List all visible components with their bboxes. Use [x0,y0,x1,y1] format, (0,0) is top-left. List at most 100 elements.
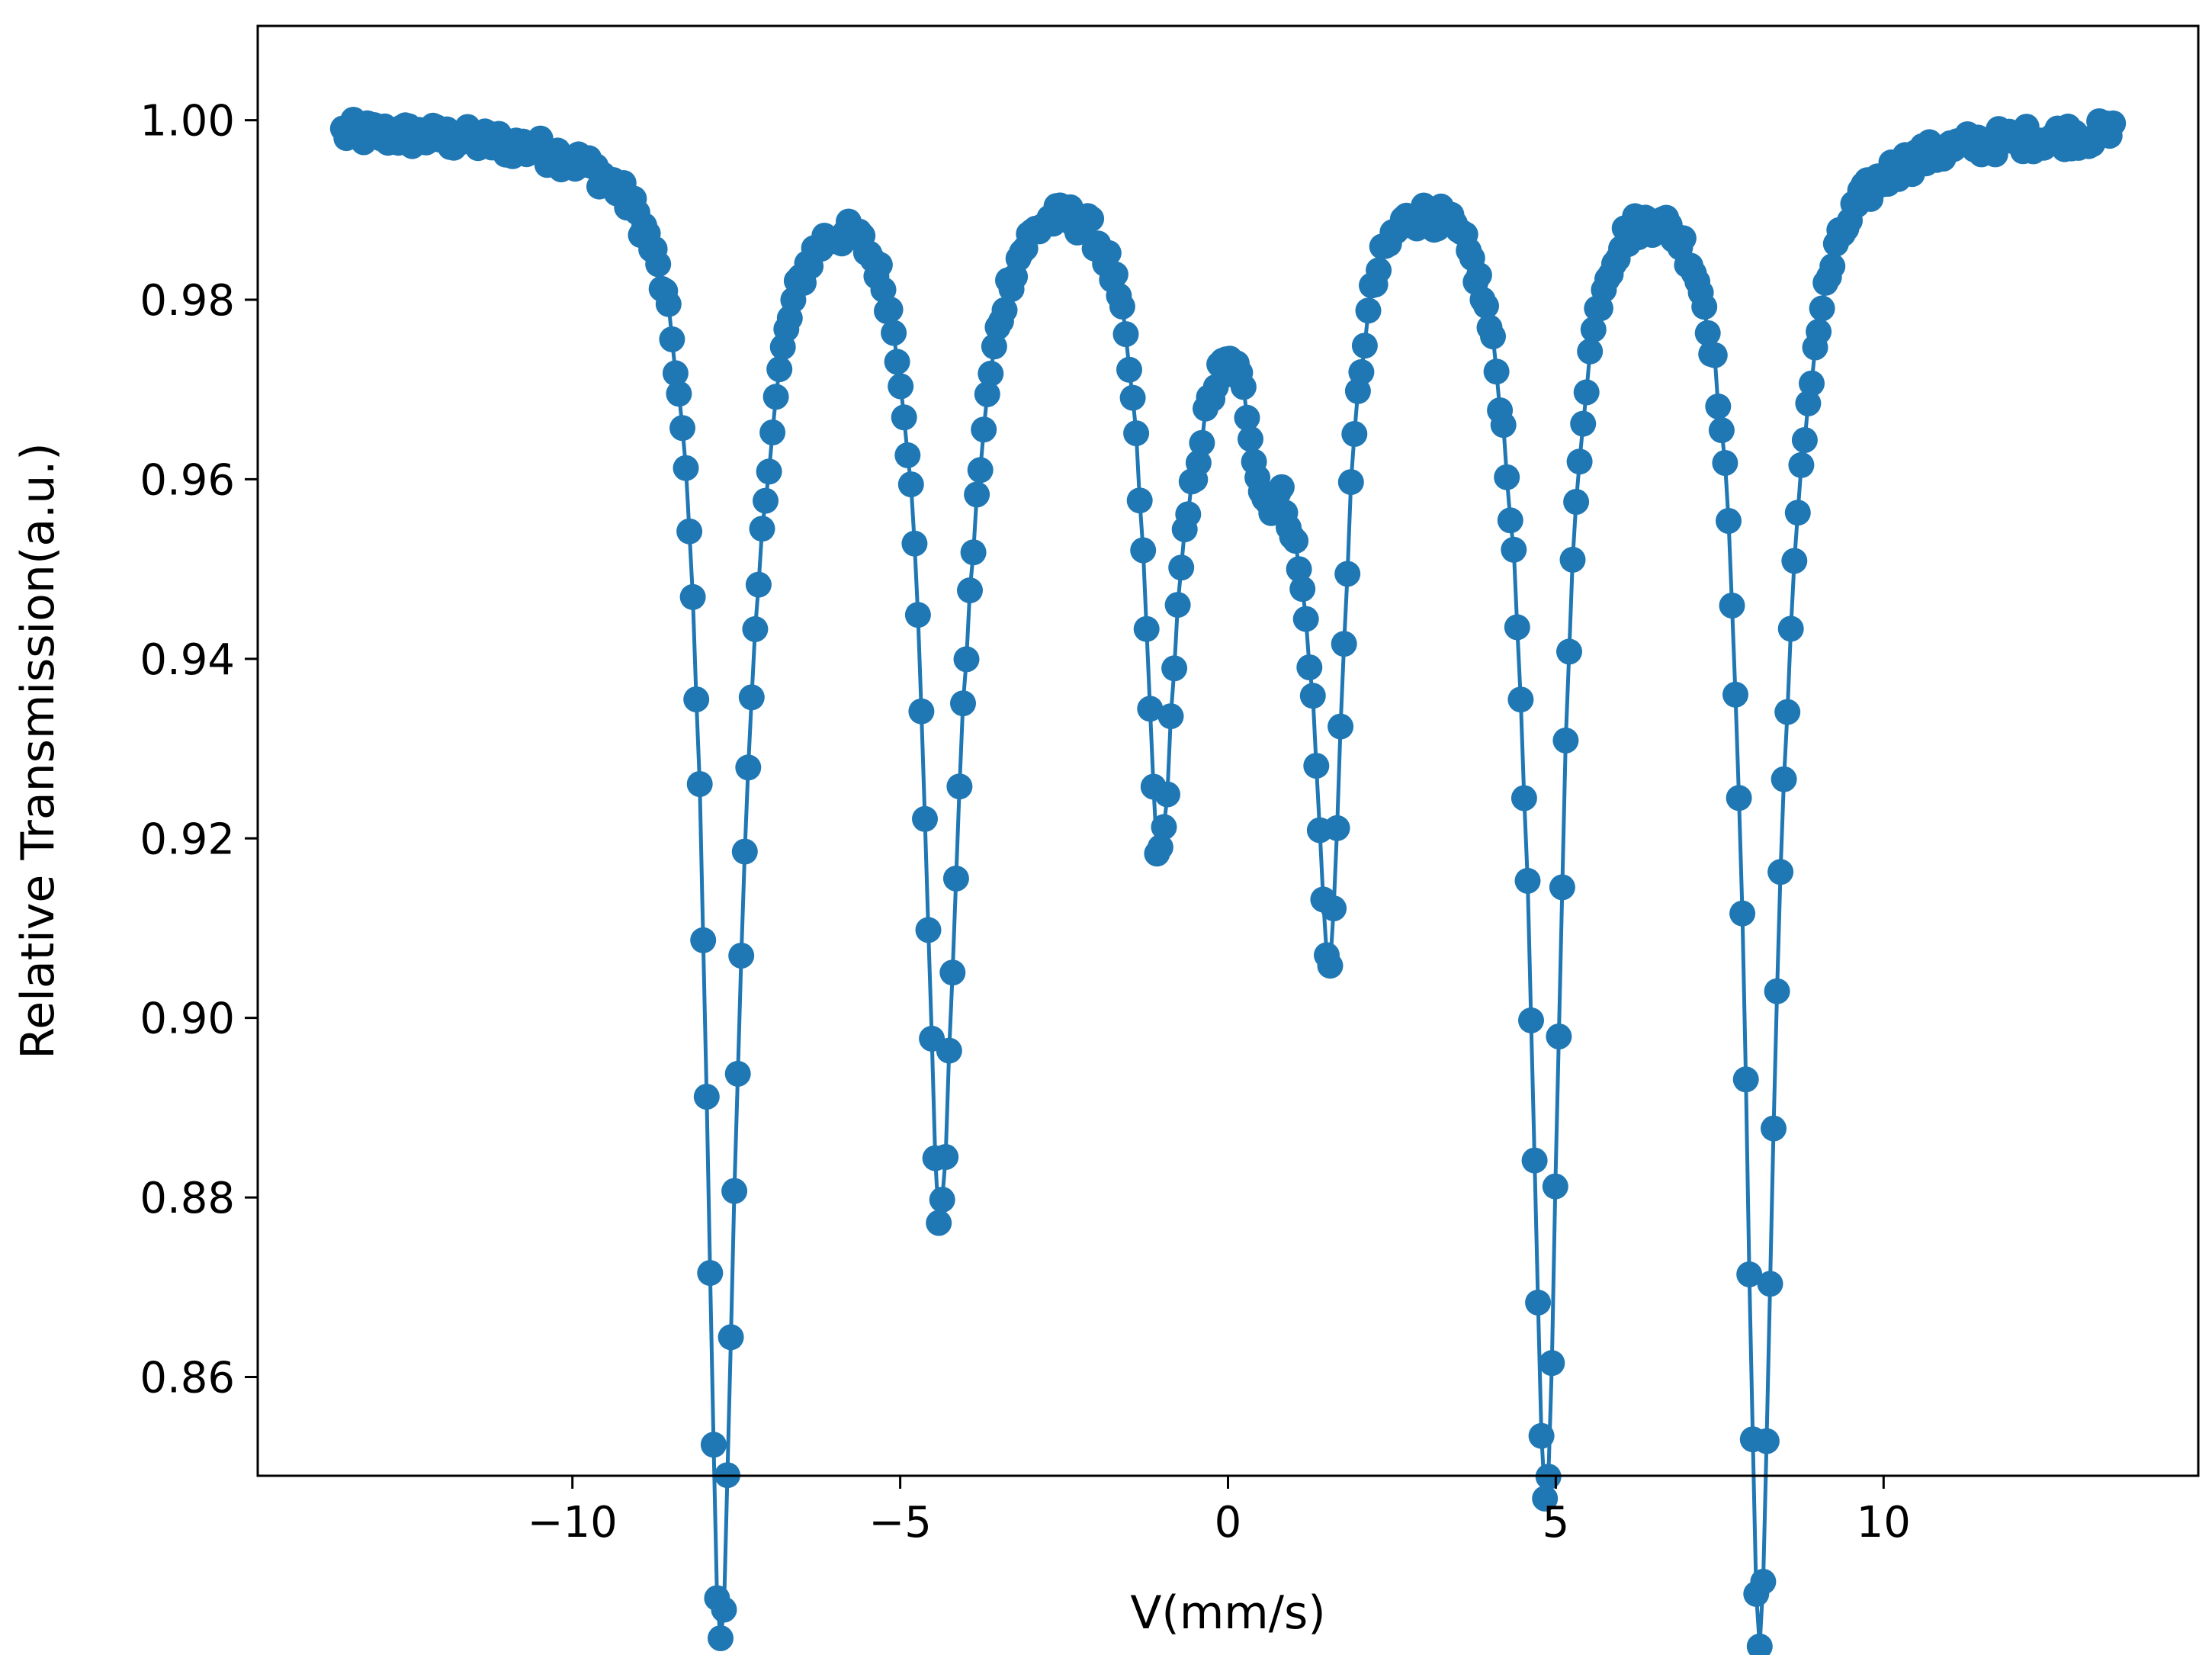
data-point [1791,427,1818,453]
data-point [1708,417,1735,444]
data-point [1784,500,1811,526]
data-point [1577,338,1604,365]
data-point [1303,753,1330,779]
data-point [1147,834,1173,860]
data-point [978,360,1004,387]
data-point [1234,404,1260,431]
data-point [693,1084,720,1110]
data-point [1771,766,1797,792]
data-point [1514,867,1541,894]
data-point [1563,489,1590,515]
data-point [1504,614,1530,641]
data-point [1289,576,1316,603]
data-point [1712,450,1738,476]
data-point [1570,410,1597,437]
data-point [1795,390,1822,416]
data-point [939,959,966,986]
y-tick-label: 0.98 [140,276,235,326]
data-point [1525,1289,1552,1316]
data-point [891,404,917,431]
data-point [1334,561,1361,587]
data-point [946,773,973,800]
data-point [884,349,910,375]
data-point [929,1187,955,1213]
data-point [991,297,1018,323]
data-point [700,1432,727,1458]
data-point [1175,501,1202,528]
data-point [1466,262,1492,288]
y-tick-label: 0.94 [140,635,235,685]
data-point [738,684,765,711]
data-point [1102,261,1128,288]
data-point [1137,696,1164,722]
data-point [1753,1428,1780,1454]
data-point [1556,638,1582,665]
data-point [753,487,779,514]
data-point [1230,374,1257,400]
data-point [1185,449,1212,476]
data-point [1130,537,1157,564]
data-point [686,771,713,797]
data-point [1348,358,1375,385]
data-point [1119,384,1146,411]
data-point [1109,293,1135,320]
data-point [1337,469,1364,496]
data-point [1781,548,1808,574]
data-point [728,943,755,969]
data-point [1539,1350,1565,1377]
data-point [1116,356,1142,383]
data-point [690,927,717,953]
data-point [1559,546,1586,573]
data-point [964,481,990,508]
data-point [1112,321,1139,348]
data-point [950,690,976,717]
data-point [1691,294,1718,320]
data-point [1521,1147,1548,1174]
data-point [756,458,782,485]
data-point [666,381,692,407]
data-point [1317,953,1344,979]
data-point [708,1625,734,1651]
data-point [1296,654,1323,680]
data-point [1518,1007,1544,1033]
data-point [1321,895,1347,922]
data-point [888,373,914,400]
data-point [1726,785,1752,811]
data-point [1133,615,1160,642]
data-point [1292,606,1319,632]
data-point [957,577,983,604]
data-series [329,107,2127,1655]
data-point [1799,370,1825,397]
data-point [933,1144,959,1170]
data-point [745,571,772,598]
data-point [1729,900,1756,927]
data-point [742,615,769,642]
data-point [1746,1633,1773,1655]
x-tick-label: −10 [528,1498,618,1547]
x-tick-label: 10 [1857,1498,1911,1547]
y-axis: 0.86 0.88 0.90 0.92 0.94 0.96 0.98 1.00 [140,97,258,1403]
data-point [1809,295,1835,322]
data-point [1126,487,1153,514]
data-point [645,251,672,278]
data-point [676,518,703,545]
data-point [1189,429,1215,456]
data-point [1341,421,1368,447]
data-point [1299,683,1326,709]
y-tick-label: 0.88 [140,1174,235,1223]
data-point [679,583,706,610]
data-point [1161,655,1188,682]
data-point [1670,225,1697,252]
data-point [953,646,980,673]
data-point [1552,727,1579,754]
y-tick-label: 0.92 [140,815,235,864]
data-point [1351,333,1378,359]
data-point [971,416,997,443]
data-point [1283,528,1309,554]
data-point [1532,1485,1559,1512]
data-point [1573,379,1600,406]
data-point [1716,508,1742,534]
data-point [1078,205,1105,232]
data-point [926,1210,952,1236]
